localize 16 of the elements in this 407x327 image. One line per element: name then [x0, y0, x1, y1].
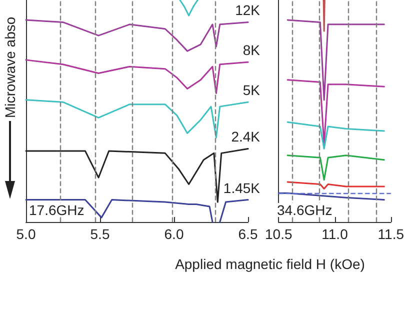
x-tick-label: 11.0 — [322, 226, 348, 242]
x-tick-label: 6.5 — [238, 226, 258, 242]
x-tick-label: 10.5 — [265, 226, 292, 242]
x-tick-label: 11.5 — [378, 226, 404, 242]
y-axis-title: Microwave abso — [2, 16, 19, 118]
series-label: 8K — [242, 42, 261, 58]
series-label: 12K — [235, 2, 261, 18]
x-tick-label: 5.5 — [90, 226, 110, 242]
series-label: 5K — [242, 82, 261, 98]
series-label: 2.4K — [231, 128, 261, 145]
annotation: 17.6GHz — [29, 202, 84, 218]
annotation: 34.6GHz — [277, 202, 332, 218]
x-axis-title: Applied magnetic field H (kOe) — [174, 256, 366, 272]
x-tick-label: 6.0 — [164, 226, 184, 242]
x-tick-label: 5.0 — [16, 226, 36, 242]
series-label: 1.45K — [223, 180, 261, 196]
